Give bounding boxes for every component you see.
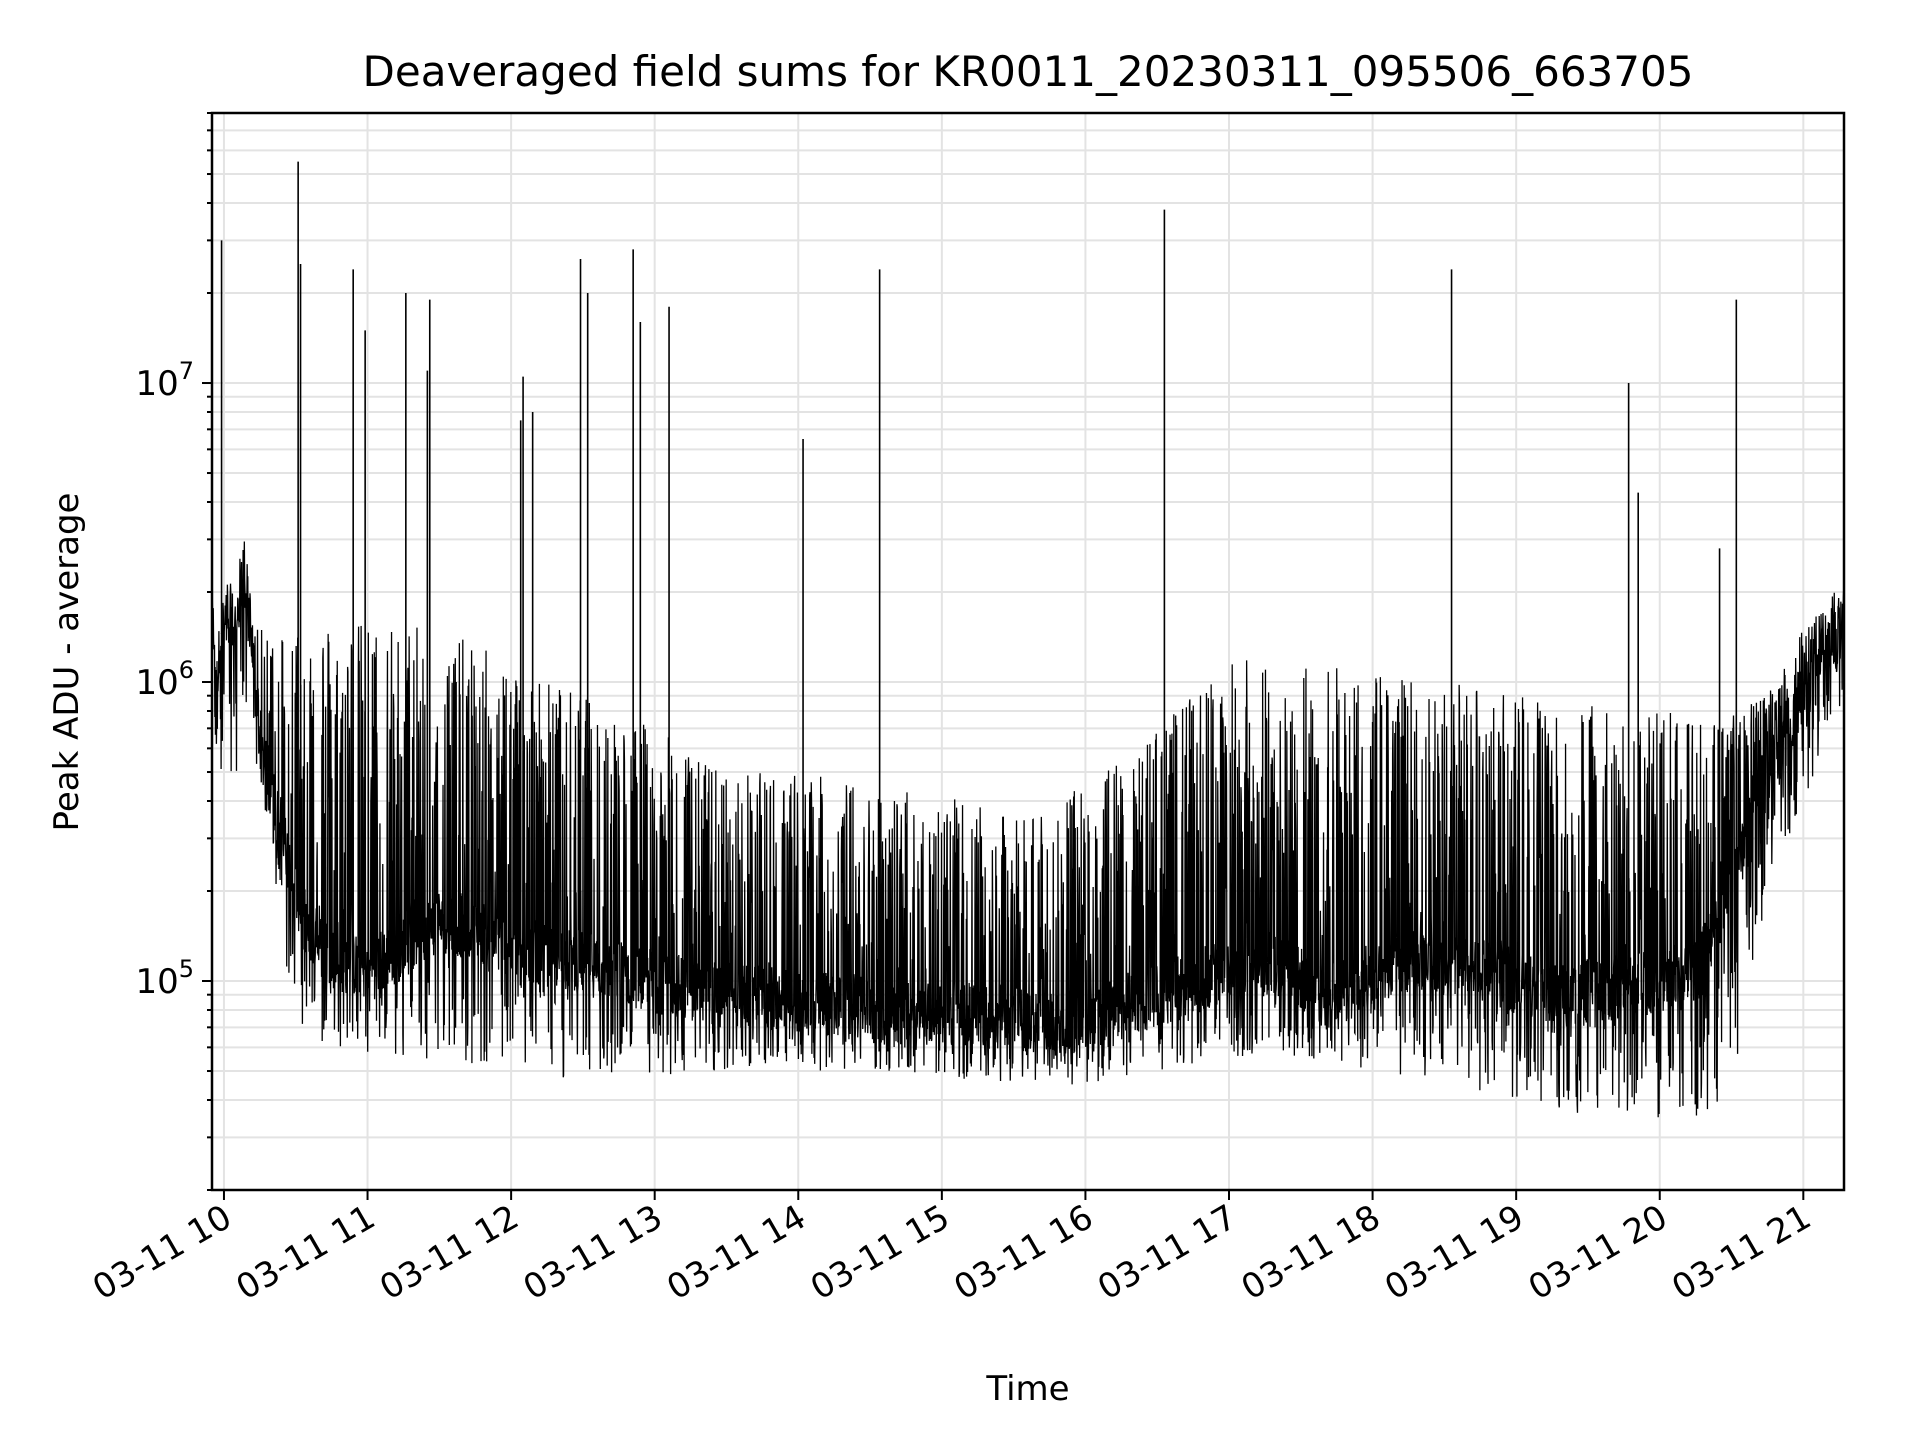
chart-title: Deaveraged field sums for KR0011_2023031… (363, 47, 1694, 96)
y-tick-label: 105 (135, 955, 194, 1002)
series-layer (211, 161, 1845, 1118)
series-line (211, 541, 1845, 1118)
plot-frame (210, 111, 1846, 1192)
y-tick-label: 106 (135, 656, 194, 703)
y-tick-label: 107 (135, 357, 194, 404)
y-axis-label: Peak ADU - average (47, 493, 87, 832)
x-axis-label: Time (985, 1369, 1069, 1409)
